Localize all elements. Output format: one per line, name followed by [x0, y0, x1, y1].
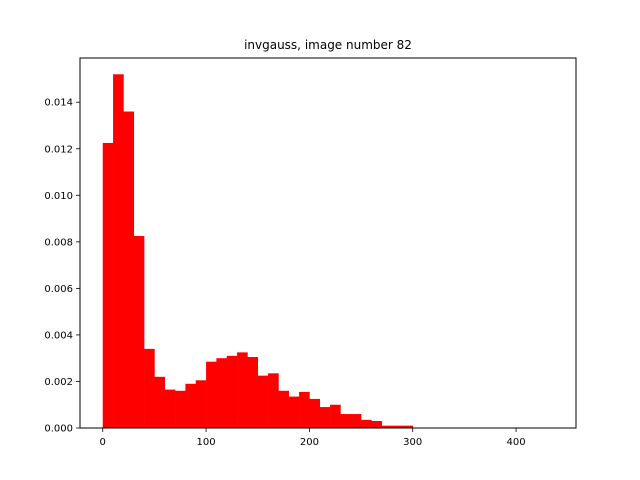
x-tick-label: 400 — [507, 437, 526, 448]
y-tick-label: 0.000 — [44, 424, 73, 435]
x-tick-label: 300 — [403, 437, 422, 448]
histogram-bar — [392, 425, 403, 428]
histogram-bar — [257, 375, 269, 428]
histogram-bar — [113, 74, 124, 428]
histogram-bar — [299, 391, 310, 428]
histogram-bar — [102, 142, 114, 428]
histogram-bar — [371, 421, 383, 428]
chart-title: invgauss, image number 82 — [244, 38, 412, 52]
plot-frame — [79, 57, 577, 429]
x-tick-label: 200 — [300, 437, 319, 448]
histogram-bar — [206, 361, 217, 428]
histogram-bar — [288, 396, 300, 428]
histogram-bar — [185, 383, 197, 428]
histogram-bar — [247, 357, 259, 428]
x-tick-label: 100 — [197, 437, 216, 448]
y-tick-label: 0.006 — [44, 284, 73, 295]
histogram-bar — [175, 390, 186, 428]
histogram-bar — [278, 390, 290, 428]
histogram-bar — [164, 389, 176, 428]
histogram-bar — [226, 355, 238, 428]
histogram-bar — [361, 419, 372, 428]
histogram-bar — [402, 425, 414, 428]
y-tick-label: 0.014 — [44, 98, 73, 109]
y-tick-label: 0.010 — [44, 191, 73, 202]
histogram-bar — [381, 425, 393, 428]
y-tick-label: 0.012 — [44, 144, 73, 155]
histogram-bar — [319, 407, 331, 428]
y-tick-label: 0.002 — [44, 377, 73, 388]
histogram-bar — [237, 352, 248, 428]
histogram-bar — [340, 414, 352, 428]
x-axis: 0 100 200 300 400 — [100, 428, 526, 448]
histogram-bar — [309, 398, 321, 428]
histogram-bar — [350, 414, 362, 428]
histogram-bar — [144, 348, 155, 428]
histogram-bar — [195, 380, 207, 428]
y-tick-label: 0.004 — [44, 330, 73, 341]
histogram-bar — [154, 376, 166, 428]
x-tick-label: 0 — [100, 437, 106, 448]
y-axis: 0.000 0.002 0.004 0.006 0.008 0.010 0.012 0.014 — [44, 98, 80, 435]
histogram-bar — [123, 111, 135, 429]
histogram-bar — [216, 358, 228, 428]
histogram-bar — [268, 373, 279, 428]
histogram-bar — [133, 236, 145, 428]
bars-group — [102, 74, 558, 429]
y-tick-label: 0.008 — [44, 237, 73, 248]
histogram-bar — [330, 404, 341, 428]
